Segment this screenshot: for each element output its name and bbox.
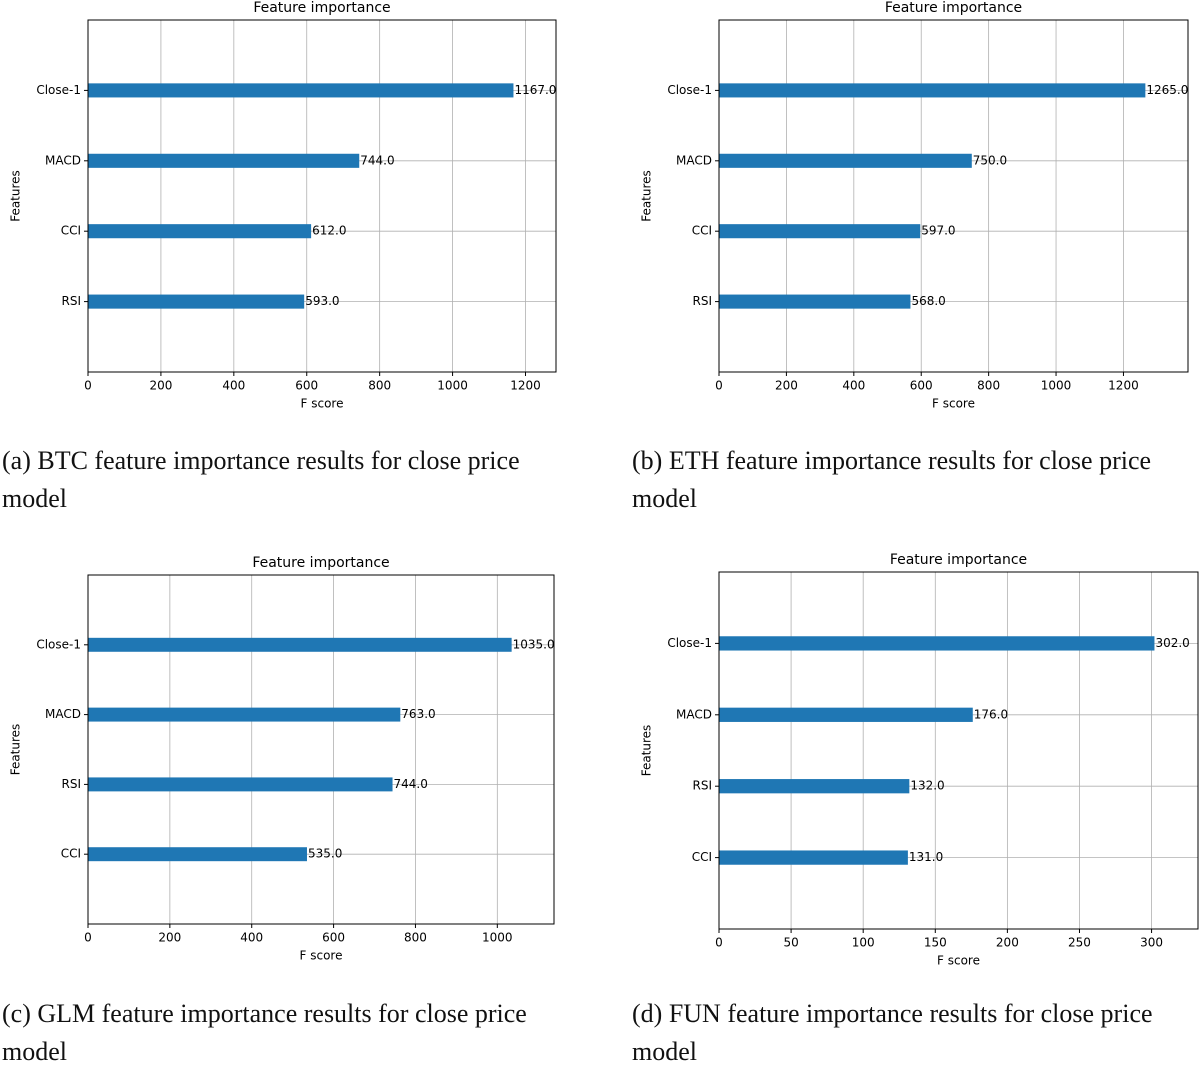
- x-tick-label: 1200: [510, 379, 541, 393]
- chart-title: Feature importance: [890, 552, 1027, 568]
- bar: [719, 224, 921, 239]
- caption: (b) ETH feature importance results for c…: [632, 446, 1152, 513]
- bar: [719, 294, 911, 309]
- x-axis-label: F score: [932, 397, 975, 411]
- value-label: 1035.0: [513, 637, 555, 651]
- y-tick-label: CCI: [61, 224, 81, 238]
- value-label: 568.0: [911, 294, 945, 308]
- x-tick-label: 0: [715, 379, 723, 393]
- x-tick-label: 50: [783, 936, 798, 950]
- x-tick-label: 0: [84, 931, 92, 945]
- value-label: 593.0: [305, 294, 339, 308]
- x-tick-label: 1000: [1041, 379, 1072, 393]
- y-tick-label: CCI: [692, 850, 712, 864]
- x-tick-label: 1200: [1108, 379, 1139, 393]
- x-tick-label: 1000: [437, 379, 468, 393]
- x-tick-label: 400: [842, 379, 865, 393]
- x-tick-label: 800: [404, 931, 427, 945]
- bar: [88, 707, 401, 722]
- bar: [88, 294, 305, 309]
- y-axis-label: Features: [640, 725, 654, 777]
- y-tick-label: MACD: [45, 707, 81, 721]
- plot-frame: [718, 571, 1199, 930]
- bar: [719, 636, 1155, 651]
- y-axis-label: Features: [9, 170, 23, 222]
- x-tick-label: 150: [924, 936, 947, 950]
- bar: [719, 153, 972, 168]
- value-label: 132.0: [910, 779, 944, 793]
- plot-frame: [87, 19, 557, 373]
- y-tick-label: MACD: [45, 153, 81, 167]
- y-tick-label: RSI: [62, 777, 82, 791]
- x-tick-label: 400: [240, 931, 263, 945]
- value-label: 1167.0: [514, 83, 556, 97]
- y-tick-label: RSI: [693, 779, 713, 793]
- bar: [719, 707, 973, 722]
- bar: [719, 850, 908, 865]
- bar: [88, 83, 514, 98]
- caption: (d) FUN feature importance results for c…: [632, 999, 1153, 1066]
- caption: (a) BTC feature importance results for c…: [2, 446, 520, 513]
- value-label: 744.0: [394, 777, 428, 791]
- value-label: 535.0: [308, 847, 342, 861]
- x-axis-label: F score: [300, 949, 343, 963]
- bar: [88, 637, 512, 652]
- value-label: 750.0: [973, 153, 1007, 167]
- x-tick-label: 0: [84, 379, 92, 393]
- bar: [719, 83, 1146, 98]
- x-tick-label: 800: [977, 379, 1000, 393]
- chart-title: Feature importance: [252, 555, 389, 571]
- chart-title: Feature importance: [253, 0, 390, 16]
- x-tick-label: 200: [775, 379, 798, 393]
- y-axis-label: Features: [9, 724, 23, 776]
- x-tick-label: 600: [910, 379, 933, 393]
- value-label: 176.0: [974, 707, 1008, 721]
- x-tick-label: 200: [158, 931, 181, 945]
- value-label: 131.0: [909, 850, 943, 864]
- plot-frame: [718, 19, 1189, 373]
- y-axis-label: Features: [640, 170, 654, 222]
- value-label: 763.0: [401, 707, 435, 721]
- bar: [88, 777, 393, 792]
- y-tick-label: CCI: [692, 224, 712, 238]
- y-tick-label: Close-1: [36, 637, 81, 651]
- y-tick-label: MACD: [676, 707, 712, 721]
- y-tick-label: Close-1: [667, 83, 712, 97]
- x-tick-label: 100: [852, 936, 875, 950]
- x-axis-label: F score: [301, 397, 344, 411]
- x-tick-label: 250: [1068, 936, 1091, 950]
- y-tick-label: Close-1: [667, 636, 712, 650]
- x-tick-label: 600: [295, 379, 318, 393]
- bar: [88, 847, 307, 862]
- y-tick-label: Close-1: [36, 83, 81, 97]
- bar: [719, 779, 910, 794]
- value-label: 744.0: [360, 153, 394, 167]
- y-tick-label: CCI: [61, 847, 81, 861]
- x-tick-label: 800: [368, 379, 391, 393]
- value-label: 1265.0: [1146, 83, 1188, 97]
- value-label: 612.0: [312, 224, 346, 238]
- x-tick-label: 1000: [482, 931, 513, 945]
- chart-title: Feature importance: [885, 0, 1022, 16]
- y-tick-label: RSI: [62, 294, 82, 308]
- x-tick-label: 600: [322, 931, 345, 945]
- x-tick-label: 300: [1140, 936, 1163, 950]
- y-tick-label: MACD: [676, 153, 712, 167]
- bar: [88, 153, 360, 168]
- x-tick-label: 200: [996, 936, 1019, 950]
- x-tick-label: 0: [715, 936, 723, 950]
- bar: [88, 224, 312, 239]
- value-label: 597.0: [921, 224, 955, 238]
- plot-frame: [87, 574, 555, 925]
- y-tick-label: RSI: [693, 294, 713, 308]
- x-axis-label: F score: [937, 954, 980, 968]
- value-label: 302.0: [1155, 636, 1189, 650]
- x-tick-label: 200: [149, 379, 172, 393]
- x-tick-label: 400: [222, 379, 245, 393]
- caption: (c) GLM feature importance results for c…: [2, 999, 527, 1066]
